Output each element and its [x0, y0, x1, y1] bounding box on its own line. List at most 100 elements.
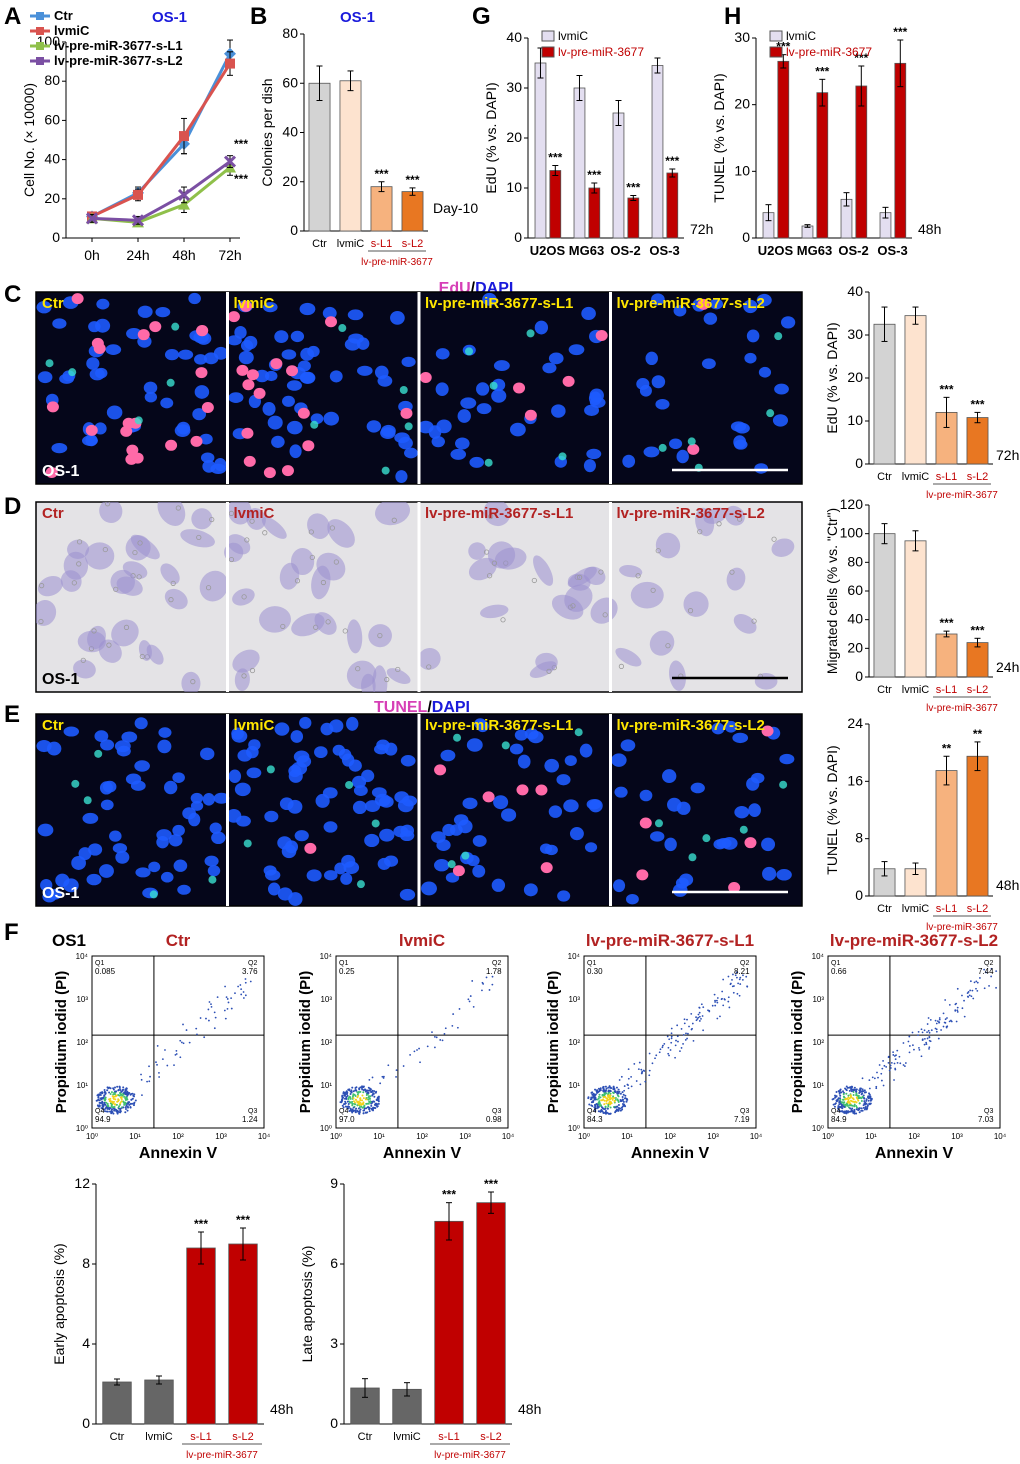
nucleus: [357, 365, 373, 376]
F_late-significance: ***: [484, 1177, 498, 1191]
flow-event: [173, 1064, 175, 1067]
flow-event: [918, 1046, 920, 1049]
flow-event: [861, 1088, 864, 1091]
nucleus: [655, 398, 670, 410]
flow-event: [727, 975, 730, 978]
G-legend-label: lv-pre-miR-3677: [558, 45, 644, 59]
flow-event: [714, 1004, 717, 1007]
cell: [529, 661, 557, 678]
positive-nucleus: [400, 407, 413, 419]
nucleus: [758, 366, 772, 378]
cell: [181, 671, 201, 692]
flow-event: [97, 1096, 100, 1099]
flow-event: [616, 1094, 619, 1097]
image-label: lv-pre-miR-3677-s-L1: [425, 717, 573, 734]
nucleus: [36, 301, 52, 314]
flow-event: [347, 1107, 350, 1110]
pore: [487, 573, 493, 579]
nucleus: [155, 307, 171, 318]
flow-event: [357, 1094, 360, 1097]
A-legend-marker: [36, 57, 44, 65]
flow-event: [600, 1109, 603, 1112]
flow-event: [845, 1112, 848, 1115]
nucleus: [435, 382, 449, 397]
flow-event: [594, 1104, 597, 1107]
flow-event: [358, 1110, 361, 1113]
flow-event: [621, 1098, 624, 1101]
flow-event: [600, 1099, 603, 1102]
nucleus: [509, 422, 526, 437]
flow-event: [667, 1046, 670, 1049]
flow-y-tick-label: 10²: [812, 1038, 824, 1047]
H-x-tick-label: OS-3: [877, 243, 907, 258]
flow-event: [969, 989, 972, 992]
panel-b-title: OS-1: [340, 9, 375, 26]
F_early-y-tick-label: 0: [82, 1415, 90, 1431]
cell: [487, 541, 516, 569]
flow-event: [225, 996, 228, 999]
flow-event: [893, 1079, 895, 1081]
flow-event: [938, 1017, 941, 1019]
nucleus: [730, 421, 747, 432]
flow-event: [863, 1089, 866, 1092]
flow-event: [469, 995, 472, 997]
flow-event: [865, 1098, 868, 1101]
flow-event: [617, 1104, 620, 1107]
nucleus: [669, 438, 683, 450]
cell: [36, 600, 57, 626]
flow-event: [736, 976, 738, 979]
flow-event: [382, 1077, 385, 1079]
flow-event: [849, 1094, 852, 1097]
pore: [308, 529, 314, 535]
nucleus: [105, 344, 122, 355]
flow-event: [940, 1029, 942, 1031]
F_early-y-tick-label: 4: [82, 1335, 90, 1351]
nucleus: [557, 890, 571, 902]
flow-event: [367, 1095, 370, 1098]
pore: [196, 534, 202, 541]
flow-event: [614, 1106, 617, 1109]
flow-event: [413, 1050, 416, 1053]
cyan-nucleus: [574, 728, 583, 737]
flow-event: [612, 1095, 615, 1098]
nucleus: [99, 864, 114, 878]
flow-event: [623, 1085, 626, 1087]
A-point: [177, 188, 191, 201]
panel-e-title-a: TUNEL: [374, 699, 428, 716]
flow-event: [889, 1064, 892, 1067]
flow-y-tick-label: 10⁴: [320, 952, 333, 961]
flow-plot-frame: [335, 955, 509, 1129]
nucleus: [264, 869, 281, 881]
flow-event: [240, 988, 243, 991]
flow-event: [871, 1076, 874, 1079]
G-legend-label: lvmiC: [558, 29, 588, 43]
cyan-nucleus: [149, 890, 158, 899]
flow-event: [675, 1039, 677, 1042]
flow-event: [349, 1092, 352, 1095]
flow-event: [602, 1111, 605, 1114]
F_late-significance: ***: [442, 1188, 456, 1202]
pore: [377, 632, 383, 639]
flow-event: [444, 1027, 447, 1030]
flow-event: [845, 1092, 848, 1095]
nucleus: [431, 831, 446, 844]
nucleus: [462, 797, 478, 810]
image-content: [36, 502, 795, 692]
flow-event: [912, 1044, 914, 1047]
flow-y-tick-label: 10¹: [320, 1081, 332, 1090]
A-y-tick-label: 0: [52, 229, 60, 245]
flow-event: [371, 1076, 374, 1079]
nucleus: [395, 470, 408, 483]
flow-q-label: Q3: [492, 1108, 501, 1115]
flow-event: [904, 1062, 907, 1064]
image-label: lv-pre-miR-3677-s-L2: [617, 295, 765, 312]
flow-event: [846, 1097, 849, 1100]
flow-event: [608, 1112, 611, 1115]
flow-event: [352, 1094, 355, 1097]
image-strip-edu: Ctr lvmiC lv-pre-miR-3677-s-L1 lv-pre-miR-3…: [35, 291, 803, 485]
flow-event: [230, 1007, 233, 1010]
nucleus: [238, 350, 254, 365]
pore: [280, 623, 286, 630]
flow-event: [108, 1107, 111, 1110]
flow-event: [602, 1096, 605, 1099]
